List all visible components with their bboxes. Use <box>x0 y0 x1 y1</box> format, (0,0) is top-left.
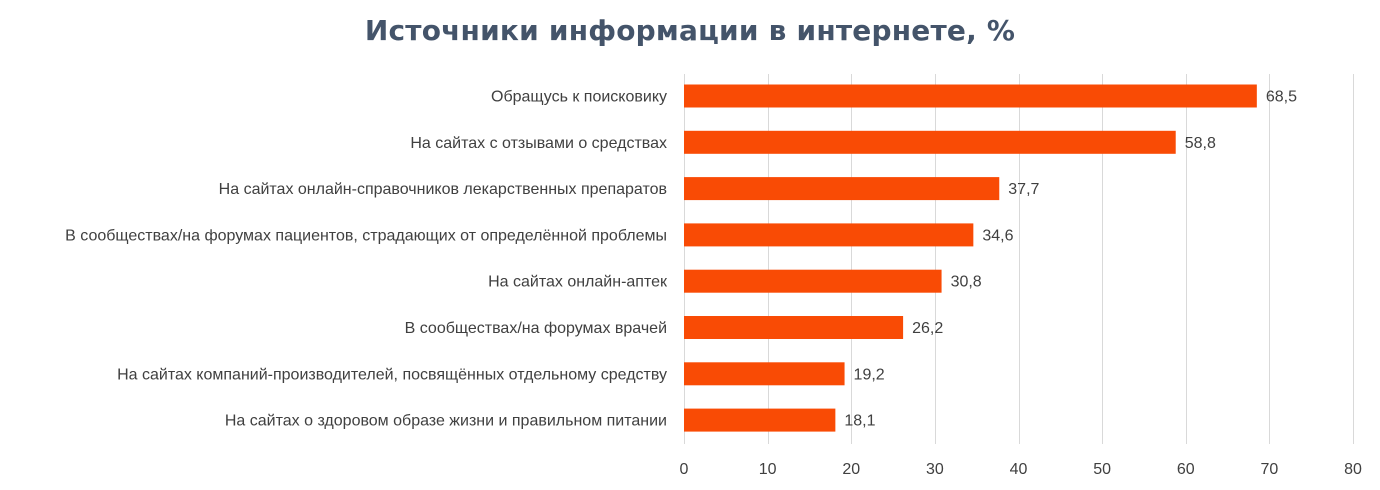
category-label: В сообществах/на форумах врачей <box>405 320 667 337</box>
x-tick-label: 70 <box>1260 461 1278 478</box>
bar <box>684 84 1257 108</box>
bar <box>684 130 1176 154</box>
value-labels: 68,5 58,8 37,7 34,6 30,8 26,2 19,2 18,1 <box>844 89 1297 430</box>
bar <box>684 223 974 247</box>
data-label: 37,7 <box>1008 181 1039 198</box>
data-label: 58,8 <box>1185 135 1216 152</box>
bar <box>684 177 1000 201</box>
bar <box>684 269 942 293</box>
data-label: 30,8 <box>951 274 982 291</box>
data-label: 18,1 <box>844 413 875 430</box>
bars <box>684 84 1257 432</box>
category-label: На сайтах с отзывами о средствах <box>410 135 667 152</box>
category-labels: Обращусь к поисковику На сайтах с отзывам… <box>65 89 668 430</box>
category-label: На сайтах о здоровом образе жизни и прав… <box>225 413 667 430</box>
bar <box>684 316 904 339</box>
data-label: 26,2 <box>912 320 943 337</box>
x-tick-label: 30 <box>926 461 944 478</box>
gridlines <box>684 74 1354 444</box>
data-label: 34,6 <box>982 227 1013 244</box>
bar <box>684 408 836 432</box>
x-tick-label: 0 <box>680 461 689 478</box>
category-label: На сайтах онлайн-справочников лекарствен… <box>219 181 667 198</box>
category-label: На сайтах онлайн-аптек <box>488 274 668 291</box>
x-axis-ticks: 0 10 20 30 40 50 60 70 80 <box>680 461 1362 478</box>
chart-title: Источники информации в интернете, % <box>364 14 1016 47</box>
category-label: В сообществах/на форумах пациентов, стра… <box>65 227 667 244</box>
category-label: На сайтах компаний-производителей, посвя… <box>117 366 667 383</box>
x-tick-label: 20 <box>842 461 860 478</box>
category-label: Обращусь к поисковику <box>491 89 667 106</box>
data-label: 19,2 <box>854 366 885 383</box>
x-tick-label: 80 <box>1344 461 1362 478</box>
data-label: 68,5 <box>1266 89 1297 106</box>
x-tick-label: 50 <box>1093 461 1111 478</box>
x-tick-label: 60 <box>1177 461 1195 478</box>
x-tick-label: 40 <box>1010 461 1028 478</box>
bar <box>684 362 845 386</box>
x-tick-label: 10 <box>759 461 777 478</box>
